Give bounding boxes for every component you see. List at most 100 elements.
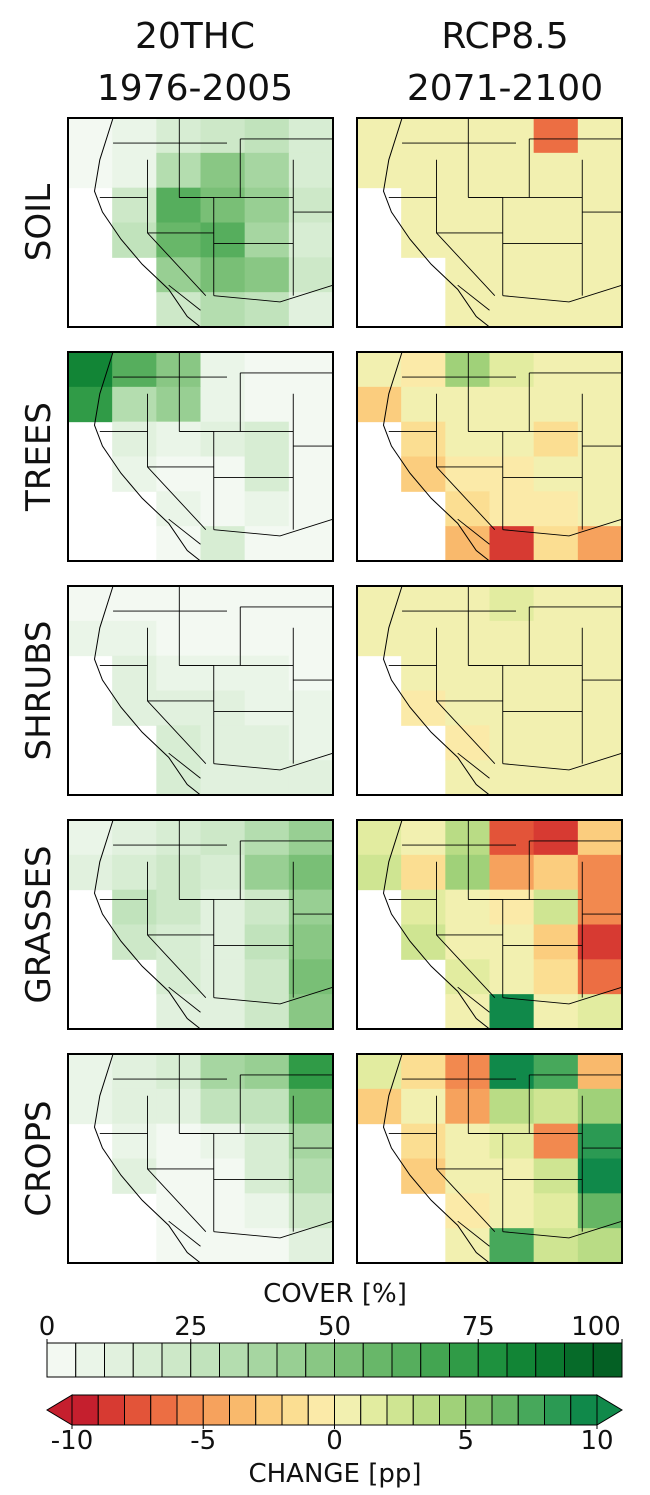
grid-cell [288, 152, 334, 189]
grid-cell [489, 1228, 535, 1264]
grid-cell [200, 1088, 246, 1125]
column-title: RCP8.5 [441, 16, 568, 57]
panel-frame [67, 1053, 334, 1264]
grid-cell [288, 491, 334, 527]
map-panel [356, 117, 623, 328]
grid-cell [445, 1123, 490, 1159]
colorbar-bin [506, 1342, 537, 1378]
grid-cell [357, 586, 402, 622]
grid-cell [533, 924, 579, 960]
panel-frame [356, 819, 623, 1030]
grid-cell [288, 820, 334, 856]
grid-cell [445, 1193, 490, 1229]
grid-cell [68, 152, 113, 189]
grid-cell [577, 586, 623, 622]
colorbar-bin [75, 1342, 105, 1378]
grid-cell [156, 725, 201, 761]
grid-cell [244, 152, 290, 189]
colorbar-bin [412, 1394, 440, 1426]
grid-cell [577, 456, 623, 492]
grid-cell [533, 620, 579, 657]
grid-cell [401, 386, 446, 423]
colorbar-bin [132, 1342, 163, 1378]
grid-cell [357, 352, 402, 388]
grid-cell [577, 292, 623, 328]
grid-cell [200, 959, 246, 995]
colorbar-bin [247, 1342, 278, 1378]
state-border [457, 1220, 490, 1247]
grid-cell [68, 820, 113, 856]
grid-cell [244, 1123, 290, 1159]
grid-cell [200, 456, 246, 492]
grid-cell [445, 352, 490, 388]
grid-cell [156, 586, 201, 622]
grid-cell [288, 760, 334, 796]
grid-cell [445, 187, 490, 223]
colorbar-bin [229, 1394, 257, 1426]
grid-cell [401, 1158, 446, 1194]
grid-cell [156, 491, 201, 527]
grid-cell [489, 994, 535, 1030]
column-subtitle: 2071-2100 [407, 68, 603, 109]
colorbar-bin [360, 1394, 388, 1426]
grid-cell [533, 1158, 579, 1194]
grid-cell [112, 386, 157, 423]
grid-cell [577, 222, 623, 258]
grid-cell [288, 257, 334, 293]
colorbar-bin [307, 1394, 335, 1426]
grid-cell [445, 421, 490, 457]
cover-label: COVER [%] [263, 1279, 407, 1309]
grid-cell [200, 386, 246, 423]
panel-frame [356, 117, 623, 328]
state-border [213, 284, 334, 303]
state-border [502, 284, 623, 303]
grid-cell [533, 725, 579, 761]
colorbar-bin [150, 1394, 178, 1426]
grid-cell [401, 1054, 446, 1090]
grid-cell [445, 889, 490, 925]
coastline [382, 351, 490, 562]
coastline [382, 117, 490, 328]
state-border [213, 752, 334, 771]
colorbar-bin [219, 1342, 249, 1378]
column-subtitle: 1976-2005 [97, 68, 293, 109]
grid-cell [156, 1054, 201, 1090]
grid-cell [489, 118, 535, 154]
grid-cell [533, 690, 579, 726]
grid-cell [533, 1228, 579, 1264]
grid-cell [156, 655, 201, 691]
grid-cell [533, 854, 579, 891]
grid-cell [244, 187, 290, 223]
grid-cell [445, 491, 490, 527]
grid-cell [68, 352, 113, 388]
state-border [502, 752, 623, 771]
grid-cell [445, 586, 490, 622]
grid-cell [288, 386, 334, 423]
colorbar-bin [176, 1394, 204, 1426]
grid-cell [577, 1123, 623, 1159]
colorbar-bin [570, 1394, 598, 1426]
colorbar-bin [190, 1342, 220, 1378]
grid-cell [112, 889, 157, 925]
grid-cell [156, 889, 201, 925]
colorbar-bin [362, 1342, 393, 1378]
grid-cell [288, 1088, 334, 1125]
colorbar-extend [46, 1394, 73, 1426]
tick-label: 50 [318, 1312, 351, 1342]
grid-cell [288, 690, 334, 726]
grid-cell [244, 889, 290, 925]
tick-label: 0 [326, 1426, 343, 1456]
grid-cell [445, 820, 490, 856]
grid-cell [401, 620, 446, 657]
grid-cell [200, 620, 246, 657]
grid-cell [112, 187, 157, 223]
panel-frame [67, 819, 334, 1030]
change-label: CHANGE [pp] [248, 1459, 421, 1489]
row-label: GRASSES [19, 845, 59, 1003]
state-border [179, 196, 215, 296]
grid-cell [200, 725, 246, 761]
state-border [213, 1220, 334, 1239]
grid-cell [200, 1228, 246, 1264]
grid-cell [577, 118, 623, 154]
tick-label: 75 [462, 1312, 495, 1342]
